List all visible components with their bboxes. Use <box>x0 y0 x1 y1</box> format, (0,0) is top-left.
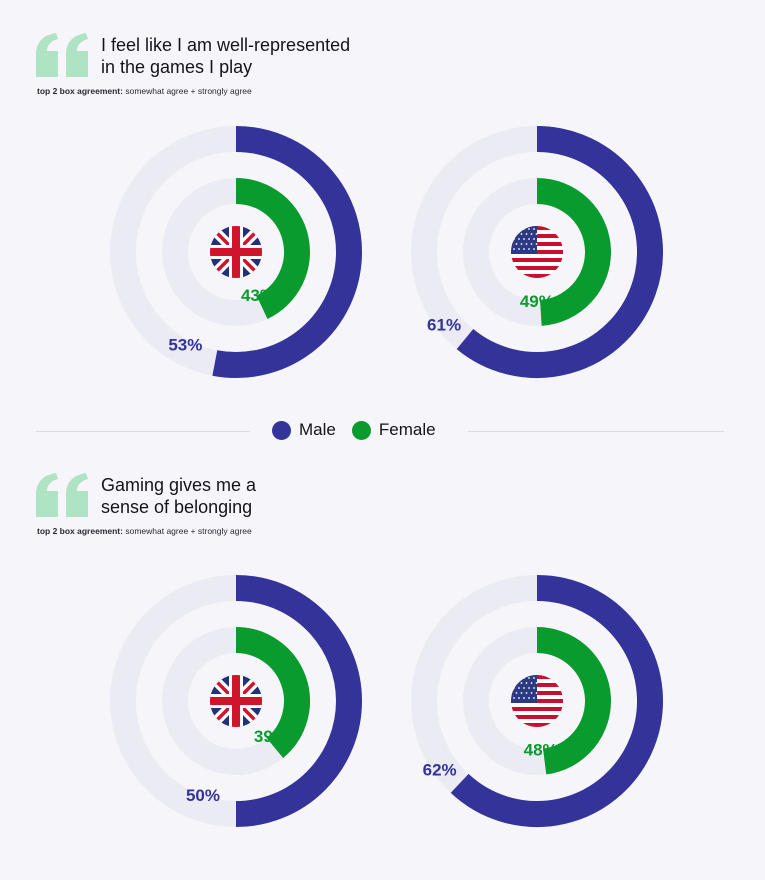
male-value-label: 61% <box>427 315 461 334</box>
legend-swatch-female <box>351 420 371 440</box>
female-value-label: 48% <box>524 741 558 760</box>
male-value-label: 62% <box>423 761 457 780</box>
donut-chart-us-represented: 61% 49% <box>411 126 663 378</box>
legend-swatch-male <box>272 420 291 440</box>
legend-label-female: Female <box>378 420 436 439</box>
section-2-subtitle-bold: top 2 box agreement: <box>37 526 123 536</box>
section-1-subtitle: top 2 box agreement: somewhat agree + st… <box>37 86 252 96</box>
section-1-title: I feel like I am well-represented in the… <box>101 34 350 78</box>
male-arc <box>235 575 362 827</box>
quote-icon <box>36 33 88 77</box>
section-1-title-line2: in the games I play <box>101 57 253 77</box>
section-2-title-line1: Gaming gives me a <box>101 475 257 495</box>
female-arc <box>536 627 611 775</box>
female-value-label: 39% <box>254 727 288 746</box>
female-arc <box>235 178 310 319</box>
male-value-label: 50% <box>186 786 220 805</box>
section-2-subtitle-rest: somewhat agree + strongly agree <box>125 526 252 536</box>
female-arc <box>235 627 310 759</box>
female-value-label: 43% <box>241 286 275 305</box>
legend-item-male: Male <box>272 420 336 440</box>
us-flag-icon <box>511 226 563 278</box>
female-value-label: 49% <box>520 292 554 311</box>
legend-divider-left <box>36 431 250 432</box>
legend: Male Female <box>272 420 452 440</box>
section-1-subtitle-rest: somewhat agree + strongly agree <box>125 86 252 96</box>
donut-chart-us-belonging: 62% 48% <box>411 575 663 827</box>
male-arc <box>212 126 362 378</box>
section-2-title-line2: sense of belonging <box>101 497 253 517</box>
section-1-subtitle-bold: top 2 box agreement: <box>37 86 123 96</box>
male-value-label: 53% <box>168 335 202 354</box>
uk-flag-icon <box>210 675 262 727</box>
section-2-title: Gaming gives me a sense of belonging <box>101 474 256 518</box>
quote-icon <box>36 473 88 517</box>
legend-item-female: Female <box>351 420 436 440</box>
female-arc <box>536 178 611 326</box>
us-flag-icon <box>511 675 563 727</box>
section-1-title-line1: I feel like I am well-represented <box>101 35 351 55</box>
legend-label-male: Male <box>299 420 336 439</box>
legend-divider-right <box>468 431 724 432</box>
male-arc <box>450 575 663 827</box>
male-arc <box>456 126 663 378</box>
donut-chart-uk-belonging: 50% 39% <box>110 575 362 827</box>
uk-flag-icon <box>210 226 262 278</box>
donut-chart-uk-represented: 53% 43% <box>110 126 362 378</box>
section-2-subtitle: top 2 box agreement: somewhat agree + st… <box>37 526 252 536</box>
